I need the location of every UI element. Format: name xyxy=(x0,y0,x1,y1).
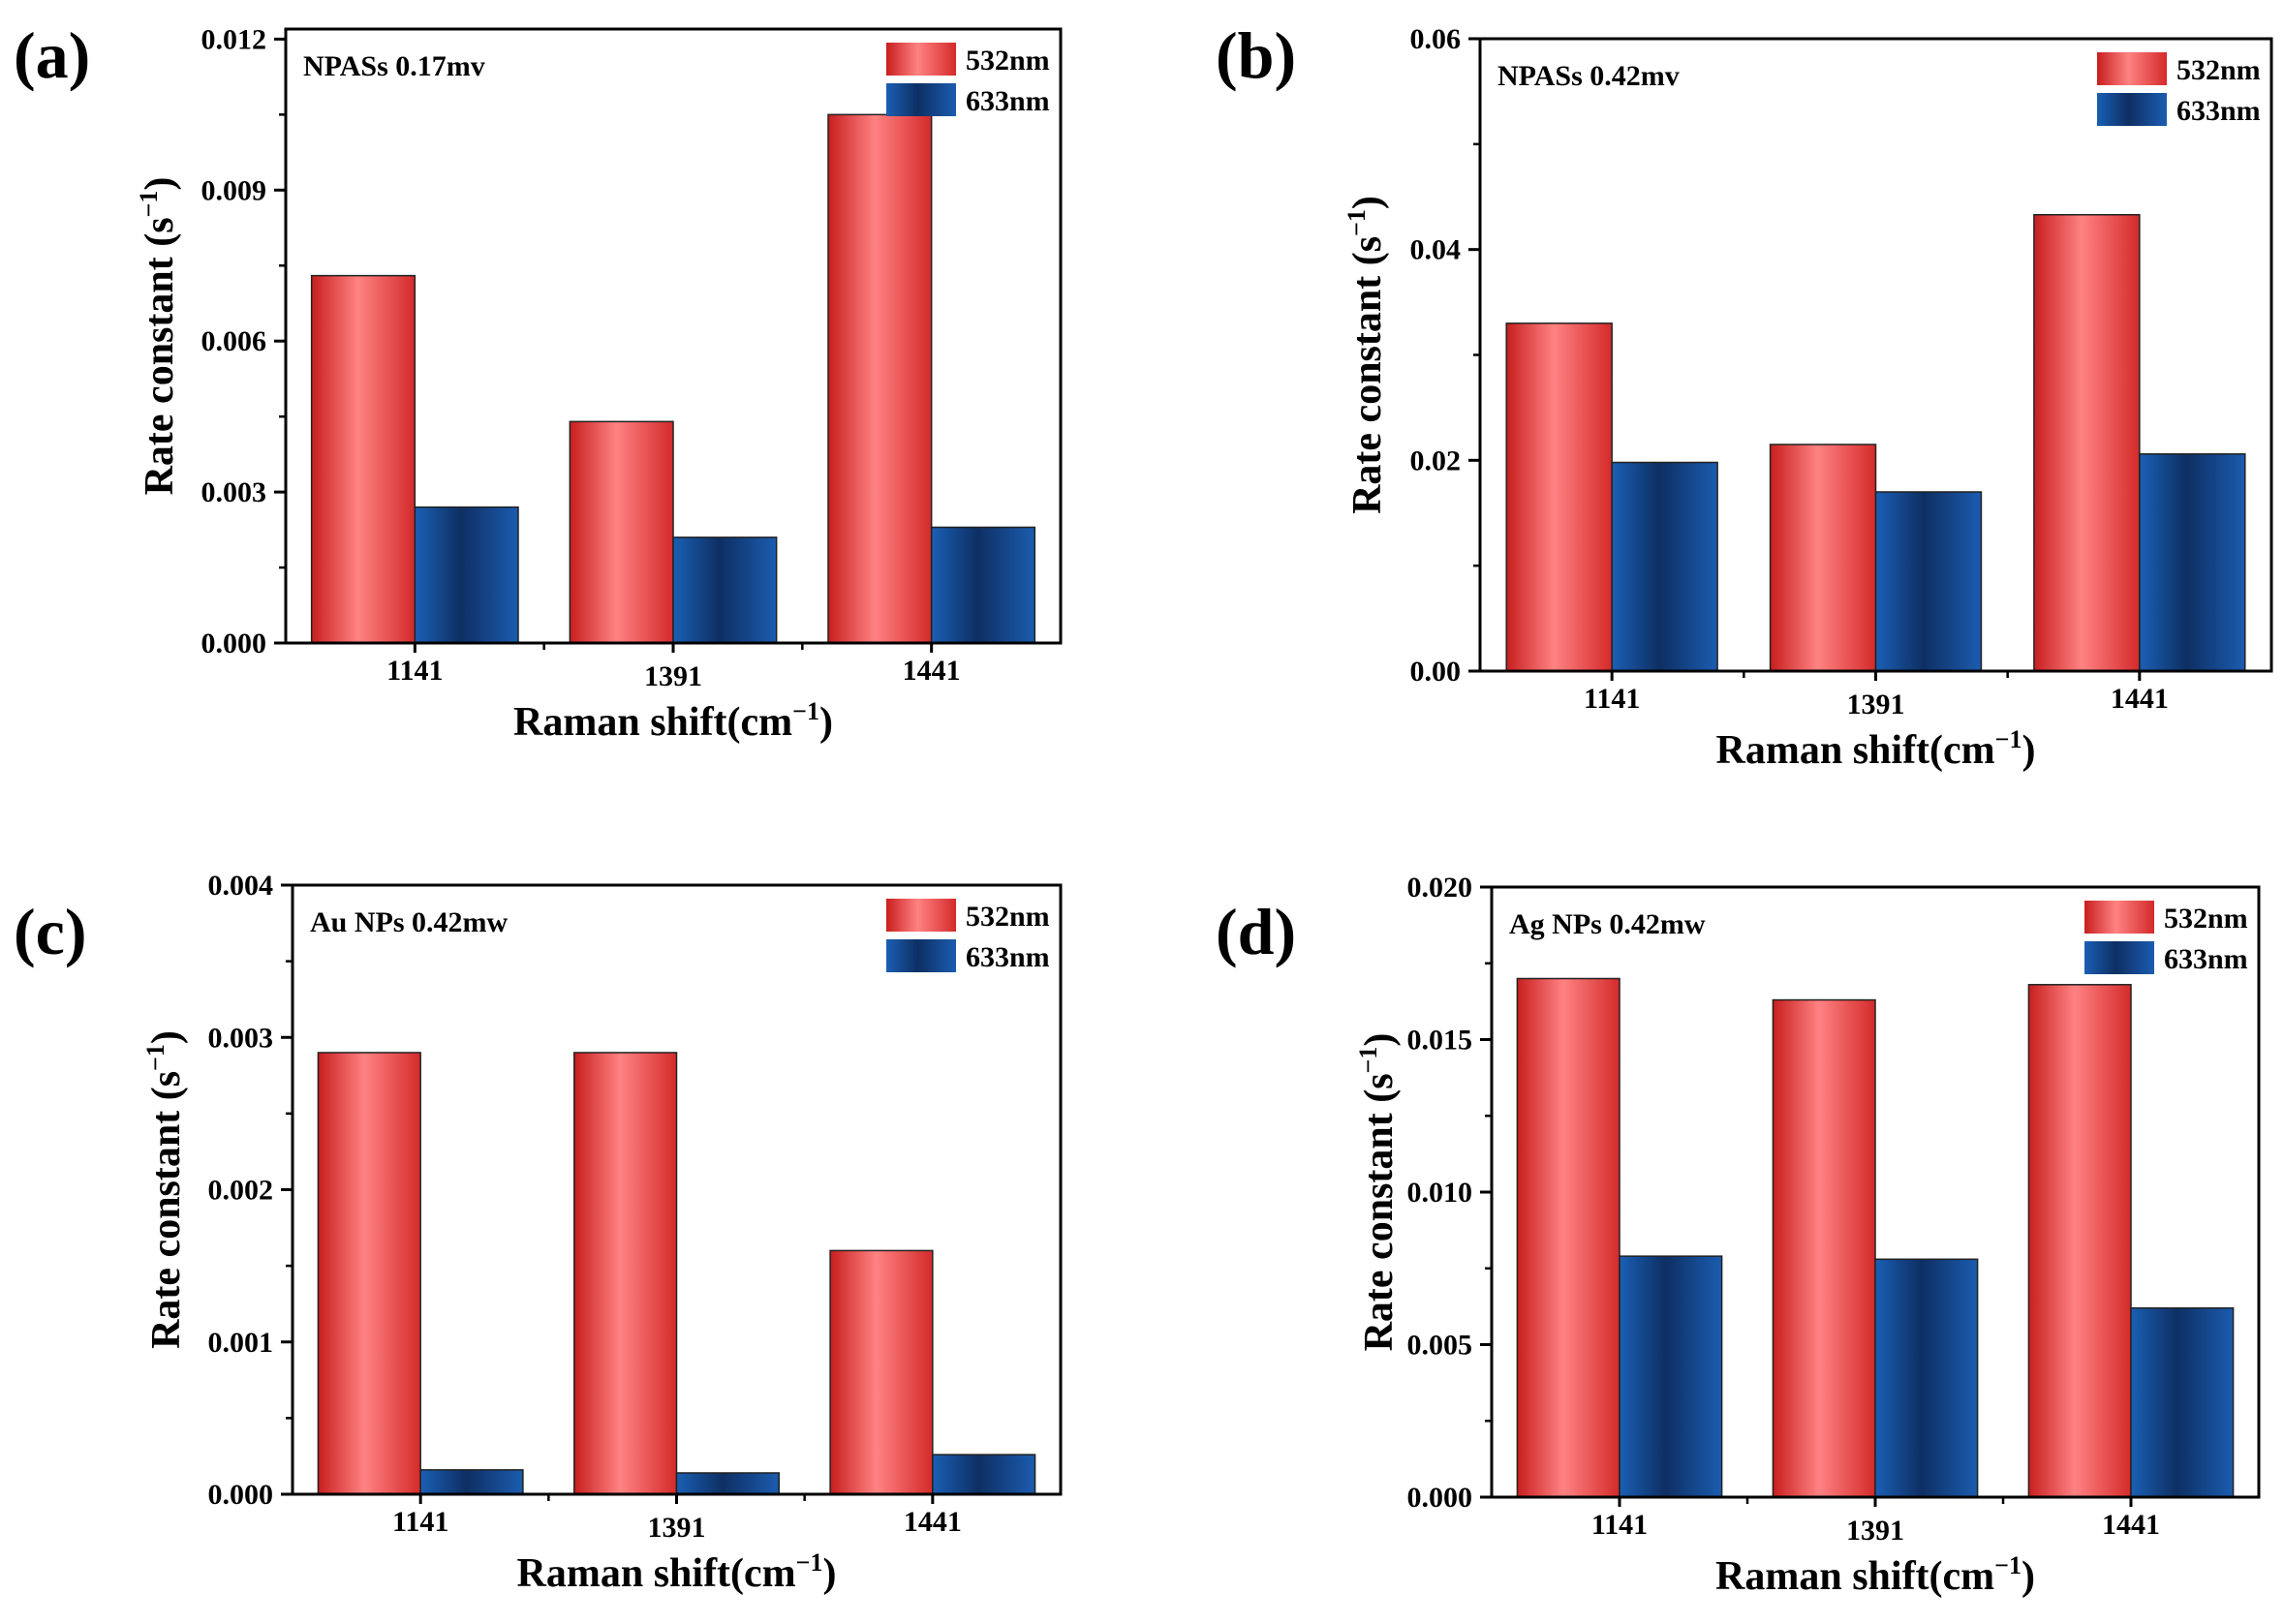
x-axis-title: Raman shift(cm−1) xyxy=(1716,725,2036,773)
chart-panel-4: (d) 0.000 0.005 0.010 0.015 0.020 1141 1391 1441… xyxy=(1216,872,2261,1599)
y-tick-label: 0.00 xyxy=(1410,656,1462,688)
bar-633nm-1391 xyxy=(1874,1258,1979,1498)
bar-532nm-1441 xyxy=(829,1249,934,1495)
x-tick-label: 1441 xyxy=(2111,683,2169,715)
chart-panel-3: (c) 0.000 0.001 0.002 0.003 0.004 1141 1391 1441… xyxy=(14,870,1063,1596)
bar-532nm-1391 xyxy=(573,1052,678,1495)
legend-label-633nm: 633nm xyxy=(966,941,1050,973)
legend-label-532nm: 532nm xyxy=(966,45,1050,77)
legend-label-633nm: 633nm xyxy=(2164,943,2248,975)
bar-532nm-1441 xyxy=(2027,984,2132,1498)
panel-label: (d) xyxy=(1216,895,1296,968)
bar-532nm-1391 xyxy=(1769,444,1877,672)
x-axis-title: Raman shift(cm−1) xyxy=(513,697,833,745)
y-tick-label: 0.020 xyxy=(1407,872,1473,904)
y-tick-label: 0.002 xyxy=(208,1175,274,1207)
x-tick-label: 1141 xyxy=(1591,1509,1648,1541)
y-axis-title: Rate constant (s−1) xyxy=(1343,196,1390,514)
bar-633nm-1141 xyxy=(414,506,519,644)
legend-swatch-532nm xyxy=(2084,901,2154,934)
y-tick-label: 0.02 xyxy=(1410,444,1462,476)
y-tick-label: 0.000 xyxy=(1407,1482,1473,1514)
x-tick-label: 1141 xyxy=(1584,683,1640,715)
x-axis-title: Raman shift(cm−1) xyxy=(1715,1551,2035,1599)
panel-annotation: NPASs 0.42mv xyxy=(1497,60,1680,92)
x-tick-label: 1391 xyxy=(648,1512,706,1544)
bar-633nm-1141 xyxy=(419,1469,524,1495)
bar-633nm-1391 xyxy=(675,1472,780,1495)
x-tick-label: 1441 xyxy=(903,655,961,687)
chart-panel-1: (a) 0.000 0.003 0.006 0.009 0.012 1141 1391 1441… xyxy=(14,18,1063,745)
x-tick-label: 1391 xyxy=(1847,689,1905,720)
chart-panel-2: (b) 0.00 0.02 0.04 0.06 1141 1391 1441 Raman shi… xyxy=(1216,18,2273,773)
legend-label-532nm: 532nm xyxy=(966,901,1050,933)
y-tick-label: 0.04 xyxy=(1410,234,1462,266)
legend-label-633nm: 633nm xyxy=(966,85,1050,117)
bar-633nm-1441 xyxy=(932,1454,1036,1495)
legend-swatch-633nm xyxy=(886,83,956,116)
legend-swatch-532nm xyxy=(886,899,956,932)
panel-annotation: Au NPs 0.42mw xyxy=(310,906,509,938)
bar-532nm-1141 xyxy=(1516,977,1620,1498)
bar-633nm-1391 xyxy=(672,536,778,644)
y-tick-label: 0.012 xyxy=(201,23,267,55)
bar-633nm-1141 xyxy=(1611,461,1718,672)
x-tick-label: 1391 xyxy=(1846,1515,1904,1547)
bar-633nm-1441 xyxy=(2130,1306,2235,1498)
y-tick-label: 0.003 xyxy=(201,476,267,508)
bar-532nm-1441 xyxy=(827,113,933,644)
bar-532nm-1441 xyxy=(2033,214,2141,672)
y-axis-title: Rate constant (s−1) xyxy=(141,1030,189,1349)
x-tick-label: 1441 xyxy=(2102,1509,2160,1541)
panel-label: (b) xyxy=(1216,18,1296,92)
y-axis-title: Rate constant (s−1) xyxy=(1354,1033,1402,1352)
legend-swatch-532nm xyxy=(2097,52,2167,85)
x-tick-label: 1141 xyxy=(392,1506,448,1538)
y-tick-label: 0.015 xyxy=(1407,1025,1473,1057)
y-tick-label: 0.000 xyxy=(208,1479,274,1511)
bar-532nm-1391 xyxy=(1772,998,1876,1498)
bar-633nm-1391 xyxy=(1874,491,1983,672)
x-tick-label: 1141 xyxy=(386,655,443,687)
legend-swatch-633nm xyxy=(886,939,956,972)
panel-label: (c) xyxy=(14,895,86,968)
bar-532nm-1141 xyxy=(317,1052,421,1495)
y-tick-label: 0.009 xyxy=(201,174,267,206)
x-axis-title: Raman shift(cm−1) xyxy=(517,1548,837,1596)
y-tick-label: 0.06 xyxy=(1410,23,1462,55)
y-tick-label: 0.004 xyxy=(208,870,274,902)
bar-532nm-1141 xyxy=(310,274,417,644)
bar-532nm-1141 xyxy=(1505,322,1613,672)
bar-633nm-1441 xyxy=(930,526,1036,644)
panel-annotation: Ag NPs 0.42mw xyxy=(1509,908,1706,940)
y-tick-label: 0.010 xyxy=(1407,1177,1473,1209)
bar-633nm-1141 xyxy=(1619,1255,1723,1498)
x-tick-label: 1391 xyxy=(644,660,702,692)
panel-label: (a) xyxy=(14,18,90,92)
y-tick-label: 0.005 xyxy=(1407,1330,1473,1362)
x-tick-label: 1441 xyxy=(904,1506,962,1538)
y-tick-label: 0.006 xyxy=(201,325,267,357)
y-tick-label: 0.003 xyxy=(208,1022,274,1054)
y-tick-label: 0.000 xyxy=(201,628,267,659)
legend-label-532nm: 532nm xyxy=(2176,54,2261,86)
legend-label-532nm: 532nm xyxy=(2164,903,2248,935)
y-tick-label: 0.001 xyxy=(208,1327,274,1359)
legend-swatch-633nm xyxy=(2097,93,2167,126)
bar-633nm-1441 xyxy=(2139,453,2246,672)
panel-annotation: NPASs 0.17mv xyxy=(303,50,485,82)
y-axis-title: Rate constant (s−1) xyxy=(135,177,182,496)
legend-label-633nm: 633nm xyxy=(2176,95,2261,127)
bar-532nm-1391 xyxy=(569,420,674,644)
legend-swatch-633nm xyxy=(2084,941,2154,974)
legend-swatch-532nm xyxy=(886,43,956,76)
